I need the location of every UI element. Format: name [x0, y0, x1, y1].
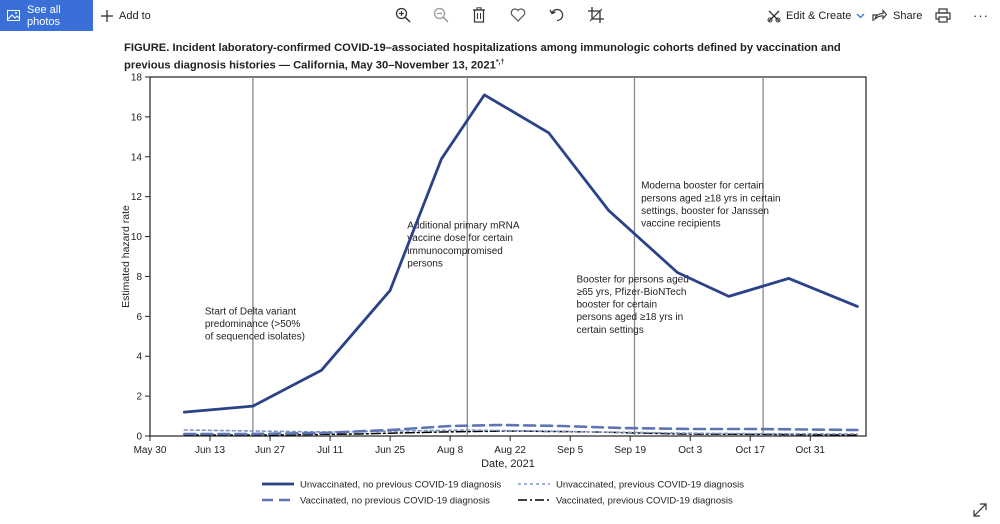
y-tick-label-12: 12: [131, 192, 143, 203]
add-to-button[interactable]: Add to: [101, 0, 151, 31]
x-tick-label-8: Sep 5: [557, 445, 584, 456]
print-icon[interactable]: [933, 5, 953, 25]
y-tick-label-18: 18: [131, 73, 143, 84]
crop-icon[interactable]: [586, 5, 606, 25]
y-tick-label-10: 10: [131, 232, 143, 243]
series-line-1: [182, 93, 859, 414]
legend-label-1: Unvaccinated, no previous COVID-19 diagn…: [300, 480, 501, 491]
x-tick-label-12: Oct 31: [796, 445, 826, 456]
y-tick-label-2: 2: [136, 392, 142, 403]
x-tick-label-7: Aug 22: [494, 445, 526, 456]
photos-icon: [7, 10, 20, 21]
x-tick-label-2: Jun 13: [195, 445, 225, 456]
expand-icon[interactable]: [972, 502, 988, 518]
y-tick-label-0: 0: [136, 432, 142, 443]
x-tick-label-6: Aug 8: [437, 445, 464, 456]
series-line-3: [183, 423, 859, 436]
event-annotation-1: Start of Delta variant predominance (>50%…: [205, 306, 305, 342]
favorite-heart-icon[interactable]: [508, 5, 528, 25]
x-tick-label-4: Jul 11: [317, 445, 343, 456]
delete-icon[interactable]: [469, 5, 489, 25]
add-to-label: Add to: [119, 9, 151, 22]
see-all-photos-label: See all photos: [27, 3, 61, 28]
edit-create-icon: [767, 9, 781, 23]
edit-create-button[interactable]: Edit & Create: [767, 0, 865, 31]
y-tick-label-4: 4: [136, 352, 142, 363]
see-all-photos-button[interactable]: See all photos: [0, 0, 93, 31]
series-line-2: [183, 429, 859, 435]
share-label: Share: [893, 9, 923, 22]
event-annotation-2: Additional primary mRNA vaccine dose for …: [407, 221, 520, 270]
x-tick-label-9: Sep 19: [614, 445, 646, 456]
zoom-in-icon[interactable]: [393, 5, 413, 25]
y-tick-label-16: 16: [131, 112, 143, 123]
x-tick-label-11: Oct 17: [736, 445, 766, 456]
zoom-out-icon[interactable]: [431, 5, 451, 25]
more-options-button[interactable]: ···: [973, 8, 989, 23]
chevron-down-icon: [856, 13, 865, 19]
legend-label-4: Vaccinated, previous COVID-19 diagnosis: [556, 496, 733, 507]
legend-label-2: Unvaccinated, previous COVID-19 diagnosi…: [556, 480, 744, 491]
y-tick-label-6: 6: [136, 312, 142, 323]
edit-create-label: Edit & Create: [786, 9, 852, 22]
x-tick-label-3: Jun 27: [255, 445, 285, 456]
figure-title-footnote-marks: *,†: [495, 58, 505, 66]
x-axis-label: Date, 2021: [481, 458, 535, 470]
share-button[interactable]: Share: [872, 0, 922, 31]
event-annotation-3: Booster for persons aged ≥65 yrs, Pfizer-…: [576, 274, 688, 335]
x-tick-label-5: Jun 25: [375, 445, 405, 456]
figure-title-text: FIGURE. Incident laboratory-confirmed CO…: [124, 42, 841, 72]
y-tick-label-14: 14: [131, 152, 143, 163]
rotate-icon[interactable]: [547, 5, 567, 25]
plot-frame: [149, 76, 867, 437]
plus-icon: [101, 9, 113, 22]
y-axis-label: Estimated hazard rate: [120, 205, 132, 308]
share-icon: [872, 9, 887, 22]
y-tick-label-8: 8: [136, 272, 142, 283]
legend-label-3: Vaccinated, no previous COVID-19 diagnos…: [300, 496, 490, 507]
x-tick-label-10: Oct 3: [678, 445, 702, 456]
figure-title: FIGURE. Incident laboratory-confirmed CO…: [124, 42, 884, 73]
photo-viewer-toolbar: See all photos Add to Edit & Create: [0, 0, 1000, 31]
x-tick-label-1: May 30: [134, 445, 167, 456]
event-annotation-4: Moderna booster for certain persons aged …: [641, 181, 780, 230]
